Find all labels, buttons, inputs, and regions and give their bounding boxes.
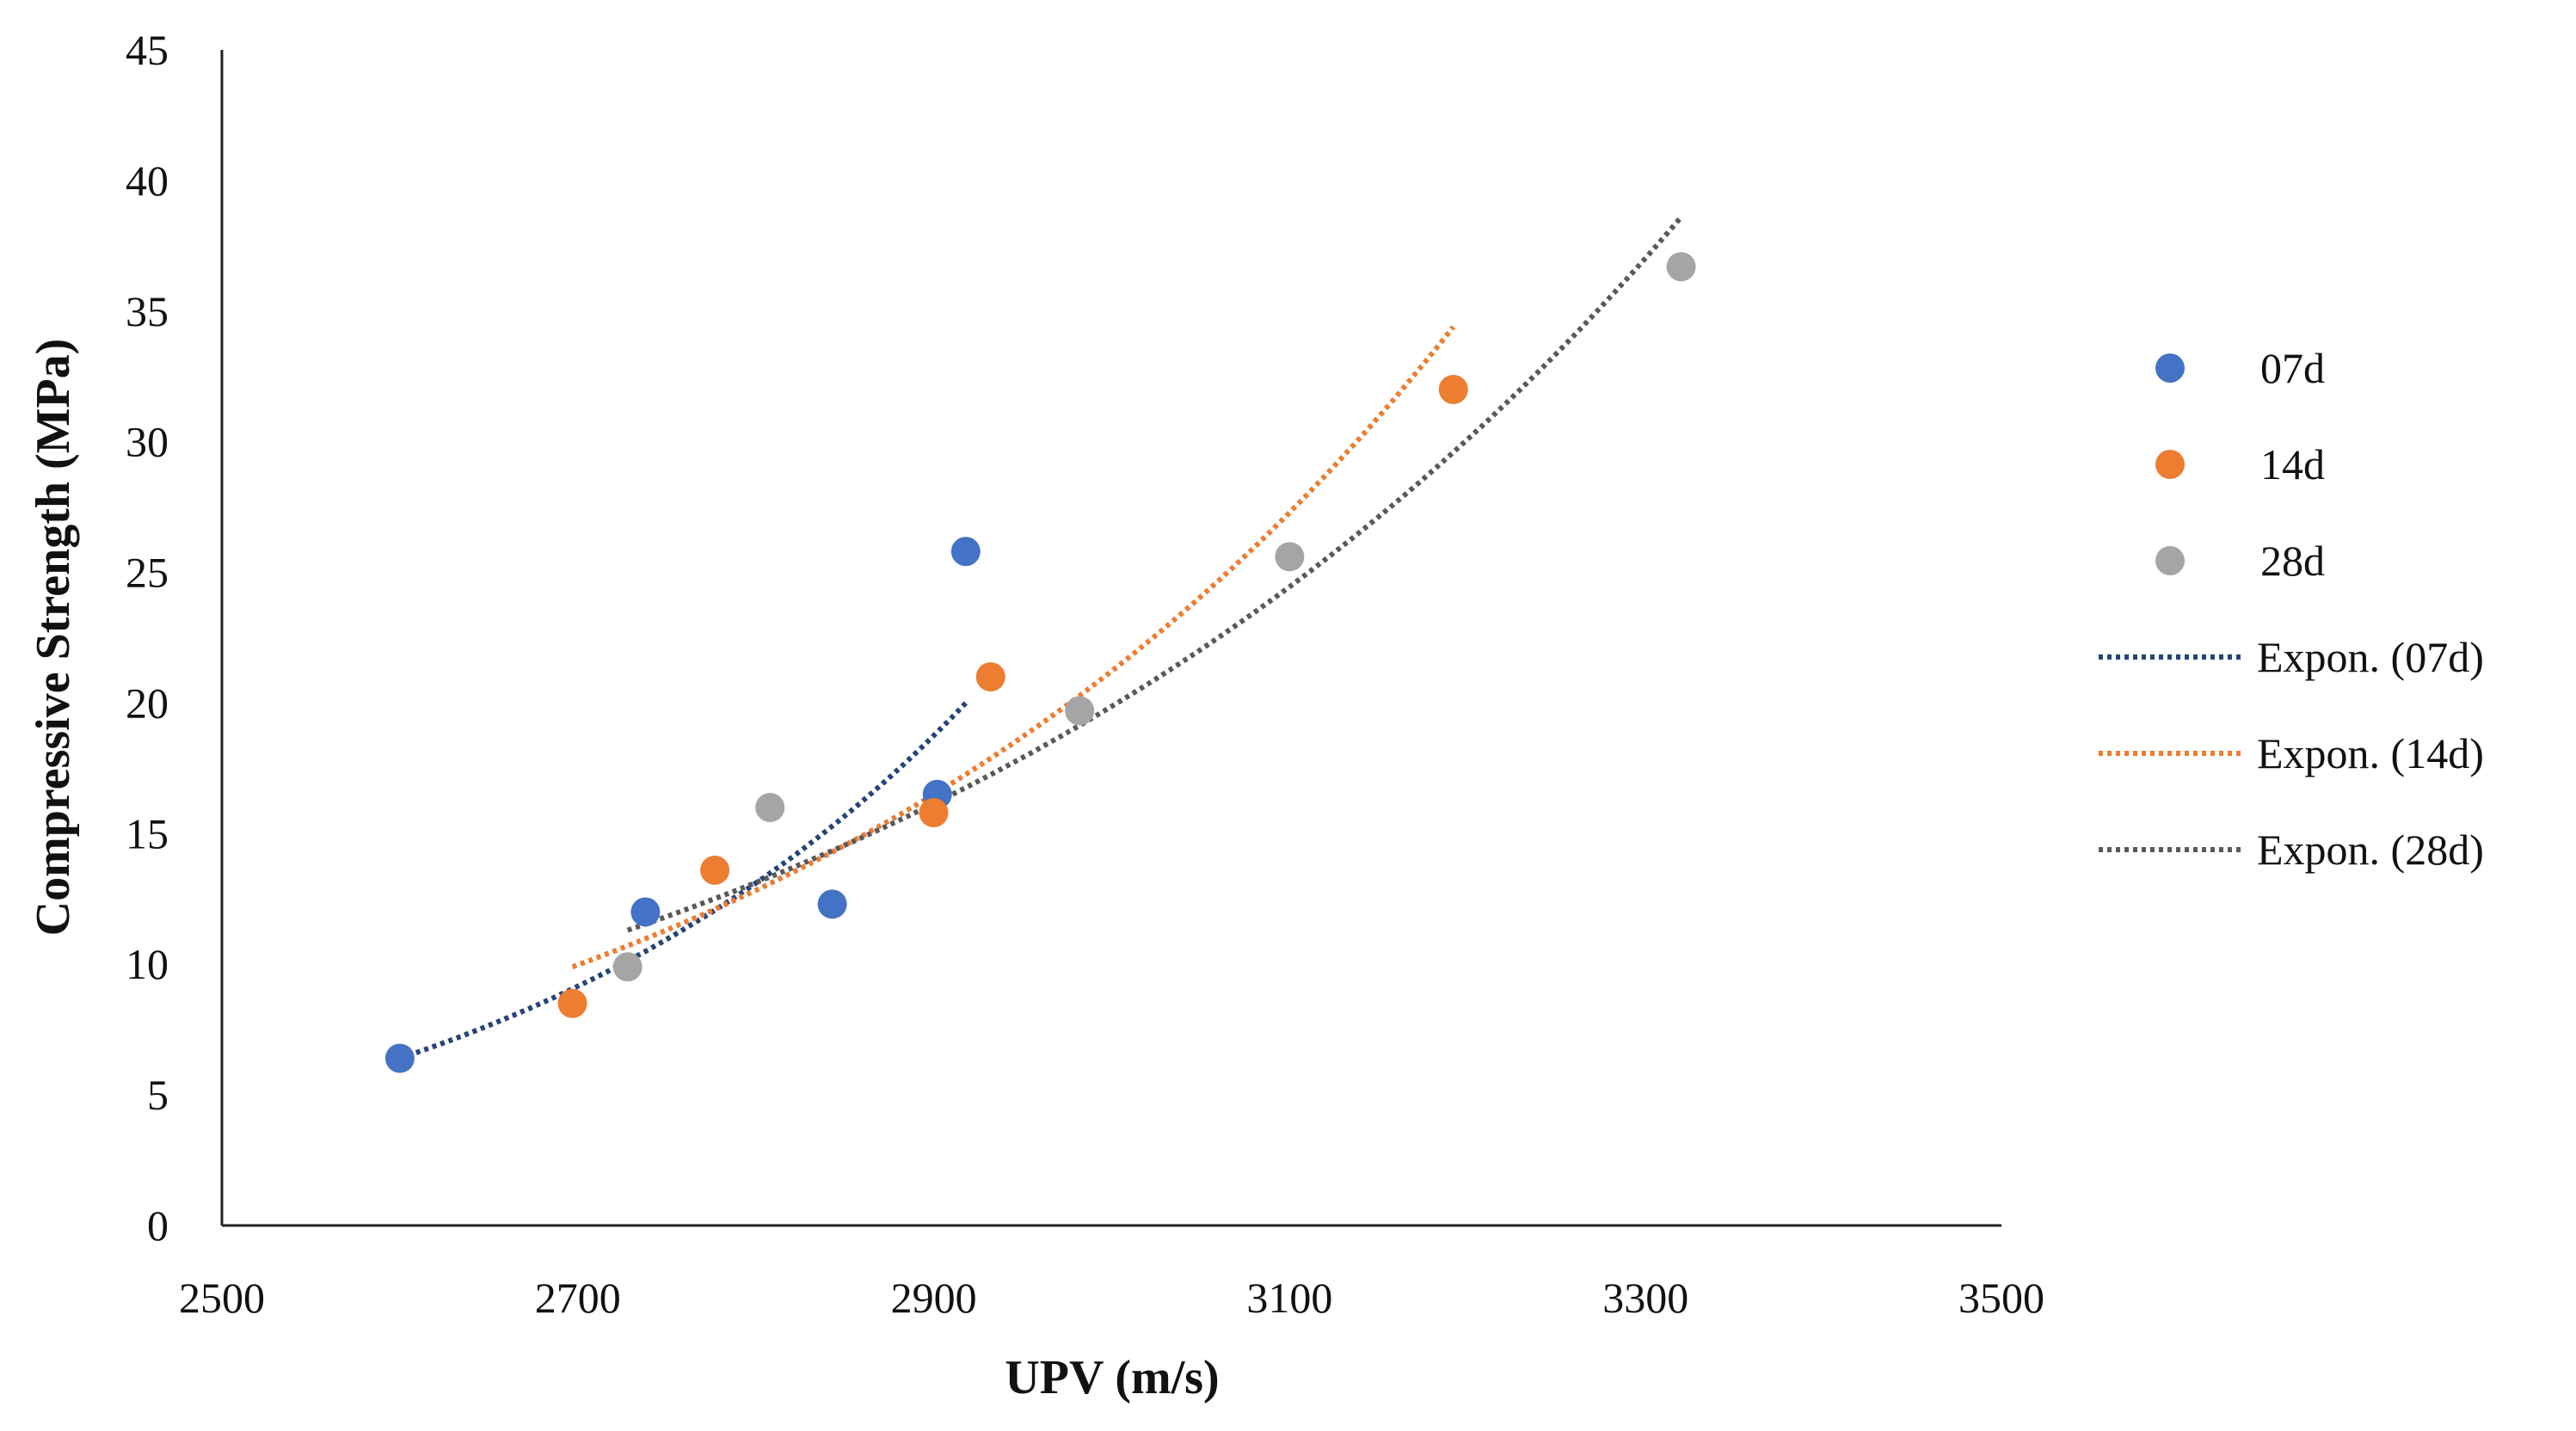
y-tick-label: 30 — [126, 418, 169, 466]
legend-marker — [2155, 546, 2185, 575]
legend-marker — [2155, 353, 2185, 383]
x-tick-label: 3300 — [1602, 1274, 1688, 1322]
y-tick-label: 40 — [126, 157, 169, 205]
y-tick-label: 35 — [126, 287, 169, 335]
data-point — [1438, 374, 1468, 404]
axes — [220, 50, 2001, 1227]
trendline — [398, 701, 968, 1061]
legend-label: 14d — [2260, 440, 2325, 488]
x-tick-labels: 2500 2700 2900 3100 3300 3500 — [179, 1274, 2044, 1322]
data-point — [1275, 542, 1305, 572]
data-point — [1065, 696, 1095, 726]
trendline — [626, 215, 1683, 933]
y-tick-label: 45 — [126, 26, 169, 74]
x-axis-title: UPV (m/s) — [1005, 1351, 1219, 1404]
y-tick-label: 5 — [147, 1071, 169, 1119]
y-tick-labels: 0 5 10 15 20 25 30 35 40 45 — [126, 26, 169, 1250]
data-point — [630, 897, 661, 927]
x-tick-label: 2900 — [891, 1274, 977, 1322]
y-tick-label: 20 — [126, 679, 169, 727]
y-tick-label: 0 — [147, 1201, 169, 1250]
data-point — [755, 792, 785, 822]
legend-label: Expon. (28d) — [2257, 826, 2484, 874]
y-tick-label: 10 — [126, 940, 169, 988]
trendlines — [398, 215, 1683, 1061]
data-points — [384, 252, 1696, 1073]
y-axis-title: Compressive Strength (MPa) — [27, 339, 80, 937]
legend-label: 28d — [2260, 537, 2325, 585]
data-point — [700, 855, 730, 885]
x-tick-label: 3500 — [1958, 1274, 2044, 1322]
x-tick-label: 3100 — [1246, 1274, 1332, 1322]
data-point — [1666, 252, 1696, 282]
y-tick-label: 25 — [126, 549, 169, 597]
legend-label: Expon. (14d) — [2257, 729, 2484, 777]
legend-label: 07d — [2260, 344, 2325, 392]
trendline — [571, 325, 1456, 970]
x-tick-label: 2700 — [535, 1274, 621, 1322]
legend-marker — [2155, 450, 2185, 479]
data-point — [950, 537, 981, 567]
legend-label: Expon. (07d) — [2257, 633, 2484, 681]
data-point — [975, 662, 1005, 692]
data-point — [817, 889, 847, 919]
data-point — [557, 988, 587, 1018]
legend: 07d 14d 28d Expon. (07d) Expon. (14d) Expon. … — [2099, 344, 2484, 874]
data-point — [919, 798, 949, 828]
data-point — [384, 1043, 415, 1073]
y-tick-label: 15 — [126, 809, 169, 857]
x-tick-label: 2500 — [179, 1274, 265, 1322]
data-point — [612, 952, 642, 982]
